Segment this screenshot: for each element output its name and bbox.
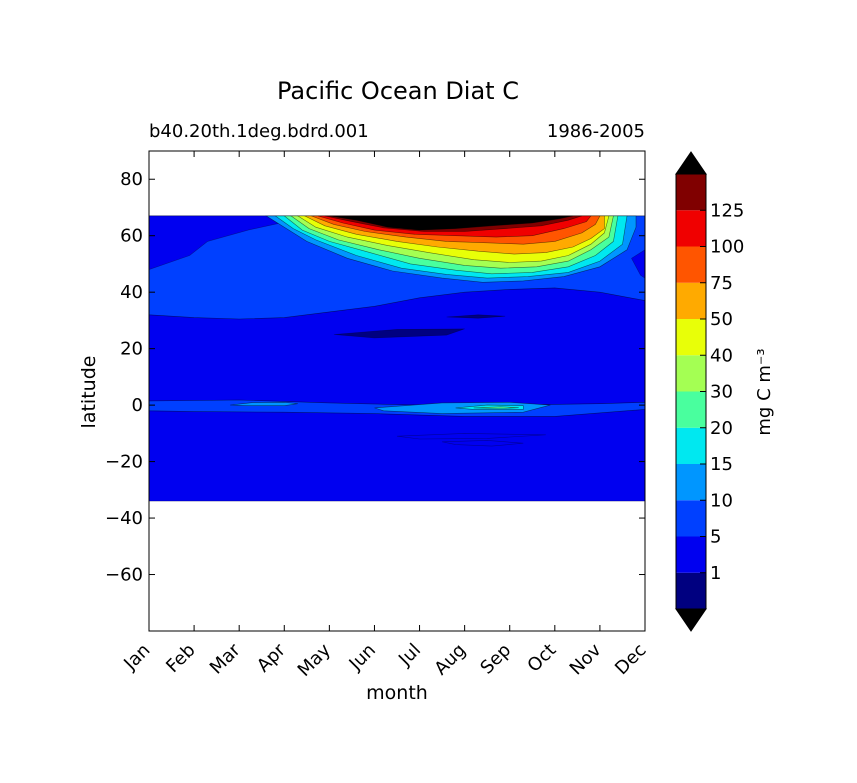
colorbar-under-triangle (675, 608, 707, 632)
colorbar-segment (676, 174, 706, 211)
colorbar-tick-label: 15 (710, 454, 733, 475)
y-tick-label: −40 (105, 508, 143, 529)
chart-title: Pacific Ocean Diat C (277, 77, 519, 105)
x-tick-label: May (294, 639, 335, 680)
x-tick-label: Apr (253, 639, 290, 676)
x-tick-label: Sep (476, 640, 515, 679)
subtitle-right: 1986-2005 (547, 121, 645, 142)
contour-region-ne-deep-blue (631, 249, 645, 279)
colorbar-tick-label: 10 (710, 490, 733, 511)
colorbar-segment (676, 572, 706, 609)
colorbar-tick-label: 5 (710, 527, 721, 548)
y-tick-label: 60 (120, 226, 143, 247)
x-tick-label: Mar (206, 639, 245, 678)
x-tick-label: Jan (119, 640, 154, 675)
colorbar-over-triangle (675, 151, 707, 175)
contour-region-eq-patch-apr (230, 401, 298, 406)
colorbar-segment (676, 464, 706, 501)
contour-field (149, 215, 645, 502)
y-tick-label: 40 (120, 282, 143, 303)
y-tick-label: −60 (105, 565, 143, 586)
x-tick-label: Oct (523, 640, 560, 677)
contour-region-south-streak-2 (442, 440, 524, 447)
x-axis-label: month (366, 682, 428, 704)
colorbar-tick-label: 50 (710, 309, 733, 330)
colorbar-segment (676, 355, 706, 392)
y-tick-label: −20 (105, 452, 143, 473)
colorbar-tick-label: 125 (710, 200, 744, 221)
colorbar-segment (676, 536, 706, 573)
colorbar-tick-label: 40 (710, 345, 733, 366)
x-tick-label: Jul (394, 640, 425, 671)
x-tick-label: Feb (162, 640, 199, 677)
colorbar-tick-label: 20 (710, 418, 733, 439)
colorbar-segment (676, 427, 706, 464)
subtitle-left: b40.20th.1deg.bdrd.001 (149, 121, 369, 142)
colorbar-segment (676, 500, 706, 537)
colorbar-segment (676, 282, 706, 319)
x-tick-label: Nov (566, 639, 606, 679)
y-tick-label: 0 (132, 395, 143, 416)
y-tick-label: 20 (120, 339, 143, 360)
y-tick-label: 80 (120, 169, 143, 190)
colorbar-label: mg C m⁻³ (754, 348, 775, 435)
x-tick-label: Dec (611, 640, 650, 679)
colorbar-segment (676, 210, 706, 247)
contour-region-bloom-over (329, 215, 573, 231)
colorbar-tick-label: 75 (710, 273, 733, 294)
contour-region-north-low-2 (446, 314, 506, 319)
contour-region-north-low (333, 328, 465, 339)
plot-frame (148, 150, 646, 632)
contour-region-south-streak (396, 433, 546, 440)
x-tick-label: Aug (430, 640, 470, 680)
colorbar-segment (676, 391, 706, 428)
colorbar-tick-label: 1 (710, 563, 721, 584)
y-axis: 80 60 40 20 0 −20 −40 −60 (105, 169, 645, 586)
colorbar-segment (676, 319, 706, 356)
colorbar-segment (676, 246, 706, 283)
contour-region-nw-deep-blue (149, 215, 294, 270)
x-tick-label: Jun (345, 640, 380, 675)
colorbar-tick-label: 30 (710, 382, 733, 403)
colorbar-tick-label: 100 (710, 237, 744, 258)
contour-region-eq-patch-aug-20 (473, 406, 519, 409)
y-axis-label: latitude (78, 356, 100, 429)
